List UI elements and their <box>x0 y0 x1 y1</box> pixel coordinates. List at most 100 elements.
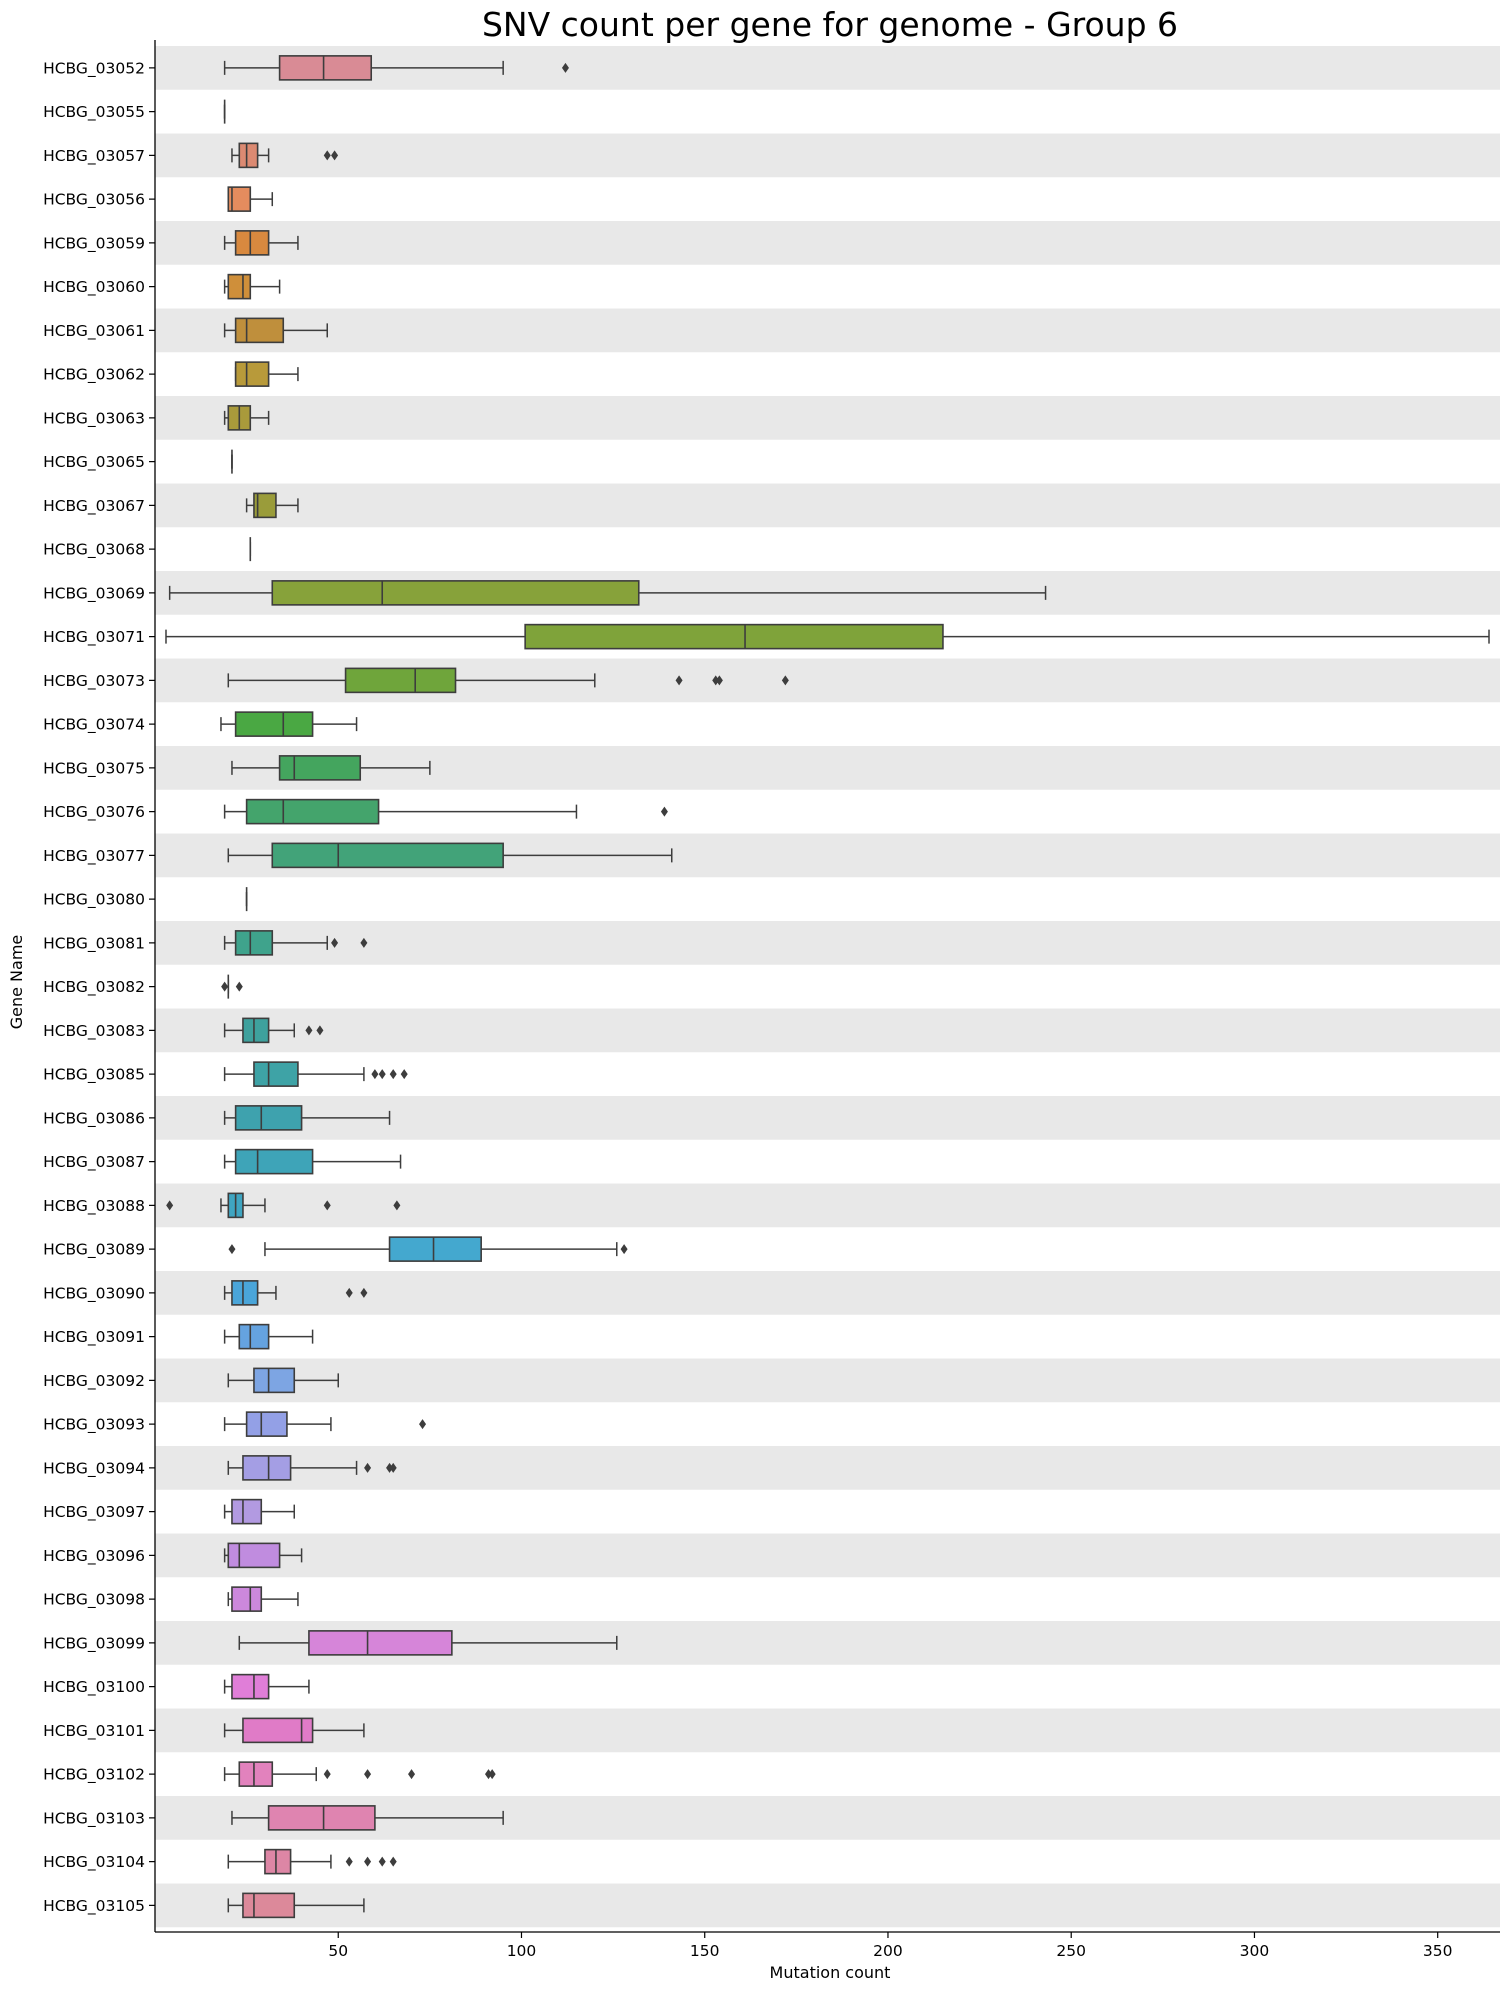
box-hcbg_03082 <box>221 974 243 999</box>
box-hcbg_03061 <box>223 317 328 344</box>
box-hcbg_03085 <box>223 1061 408 1087</box>
y-tick-label: HCBG_03057 <box>43 147 145 166</box>
outlier-point <box>323 150 331 161</box>
box-hcbg_03105 <box>227 1892 365 1919</box>
y-tick-label: HCBG_03060 <box>43 278 145 297</box>
box-iqr <box>253 1367 296 1394</box>
outlier-point <box>408 1769 416 1780</box>
outlier-point <box>360 937 368 948</box>
row-band <box>155 483 1500 528</box>
box-hcbg_03096 <box>223 1542 303 1569</box>
box-iqr <box>245 1411 288 1437</box>
box-iqr <box>264 1848 292 1875</box>
y-tick-label: HCBG_03091 <box>43 1328 145 1347</box>
outlier-point <box>323 1200 331 1211</box>
row-bands <box>155 46 1500 1928</box>
box-iqr <box>234 1105 303 1131</box>
y-tick-label: HCBG_03075 <box>43 759 145 778</box>
outlier-point <box>364 1462 372 1473</box>
box-hcbg_03091 <box>223 1323 314 1350</box>
outlier-point <box>712 675 720 686</box>
y-tick-label: HCBG_03061 <box>43 322 145 341</box>
outlier-point <box>166 1200 174 1211</box>
box-iqr <box>242 1017 270 1044</box>
y-tick-label: HCBG_03056 <box>43 191 145 210</box>
box-iqr <box>344 667 457 694</box>
box-iqr <box>267 1805 376 1831</box>
box-hcbg_03092 <box>227 1367 339 1394</box>
box-iqr <box>231 1586 263 1612</box>
outlier-point <box>715 675 723 686</box>
row-band <box>155 1183 1500 1228</box>
outlier-point <box>316 1025 324 1036</box>
y-tick-label: HCBG_03068 <box>43 541 145 560</box>
y-tick-label: HCBG_03063 <box>43 409 145 428</box>
y-tick-label: HCBG_03076 <box>43 803 145 822</box>
box-hcbg_03059 <box>223 230 299 256</box>
y-axis-tick-labels: HCBG_03052 HCBG_03055 HCBG_03057 HCBG_03056… <box>43 59 155 1916</box>
box-iqr <box>245 798 380 825</box>
outlier-point <box>389 1069 397 1080</box>
y-tick-label: HCBG_03087 <box>43 1153 145 1172</box>
box-hcbg_03073 <box>227 667 789 694</box>
y-tick-label: HCBG_03062 <box>43 366 145 385</box>
outlier-point <box>221 981 229 992</box>
y-tick-label: HCBG_03101 <box>43 1722 145 1741</box>
box-hcbg_03083 <box>223 1017 324 1044</box>
y-tick-label: HCBG_03052 <box>43 59 145 78</box>
y-tick-label: HCBG_03105 <box>43 1897 145 1916</box>
outlier-point <box>323 1769 331 1780</box>
y-tick-label: HCBG_03103 <box>43 1809 145 1828</box>
y-tick-label: HCBG_03094 <box>43 1459 145 1478</box>
box-iqr <box>253 492 277 519</box>
y-tick-label: HCBG_03085 <box>43 1066 145 1085</box>
y-axis-label: Gene Name <box>7 935 26 1030</box>
y-tick-label: HCBG_03081 <box>43 934 145 953</box>
outlier-point <box>228 1244 236 1255</box>
box-iqr <box>242 1892 296 1919</box>
box-hcbg_03090 <box>223 1280 368 1306</box>
row-band <box>155 1708 1500 1753</box>
box-iqr <box>278 55 373 81</box>
outlier-point <box>364 1769 372 1780</box>
row-band <box>155 1883 1500 1928</box>
y-tick-label: HCBG_03104 <box>43 1853 145 1872</box>
y-tick-label: HCBG_03096 <box>43 1547 145 1566</box>
outlier-point <box>378 1069 386 1080</box>
box-iqr <box>234 930 274 956</box>
x-tick-label: 350 <box>1423 1942 1453 1960</box>
box-hcbg_03056 <box>227 186 274 212</box>
row-band <box>155 1358 1500 1403</box>
outlier-point <box>400 1069 408 1080</box>
outlier-point <box>364 1856 372 1867</box>
box-iqr <box>388 1236 482 1262</box>
box-hcbg_03102 <box>223 1761 496 1787</box>
box-iqr <box>238 1761 274 1787</box>
box-iqr <box>253 1061 299 1087</box>
y-tick-label: HCBG_03089 <box>43 1241 145 1260</box>
box-hcbg_03097 <box>223 1498 296 1525</box>
box-iqr <box>238 142 259 169</box>
y-tick-label: HCBG_03093 <box>43 1416 145 1435</box>
box-hcbg_03060 <box>223 273 281 300</box>
outlier-point <box>371 1069 379 1080</box>
box-iqr <box>231 1280 259 1306</box>
x-tick-label: 100 <box>507 1942 537 1960</box>
outlier-point <box>660 806 668 817</box>
x-tick-label: 300 <box>1240 1942 1270 1960</box>
box-iqr <box>238 1323 270 1350</box>
outlier-point <box>345 1856 353 1867</box>
box-iqr <box>234 361 270 387</box>
outlier-point <box>488 1769 496 1780</box>
chart-title: SNV count per gene for genome - Group 6 <box>482 5 1178 44</box>
outlier-point <box>675 675 683 686</box>
x-axis-ticks: 50 100 150 200 250 300 350 <box>328 1932 1452 1960</box>
box-iqr <box>234 317 285 344</box>
x-axis-label: Mutation count <box>770 1963 891 1982</box>
box-hcbg_03103 <box>231 1805 504 1831</box>
x-tick-label: 250 <box>1056 1942 1086 1960</box>
box-hcbg_03052 <box>223 55 569 81</box>
y-tick-label: HCBG_03102 <box>43 1766 145 1785</box>
box-iqr <box>231 1673 270 1700</box>
outlier-point <box>235 981 243 992</box>
